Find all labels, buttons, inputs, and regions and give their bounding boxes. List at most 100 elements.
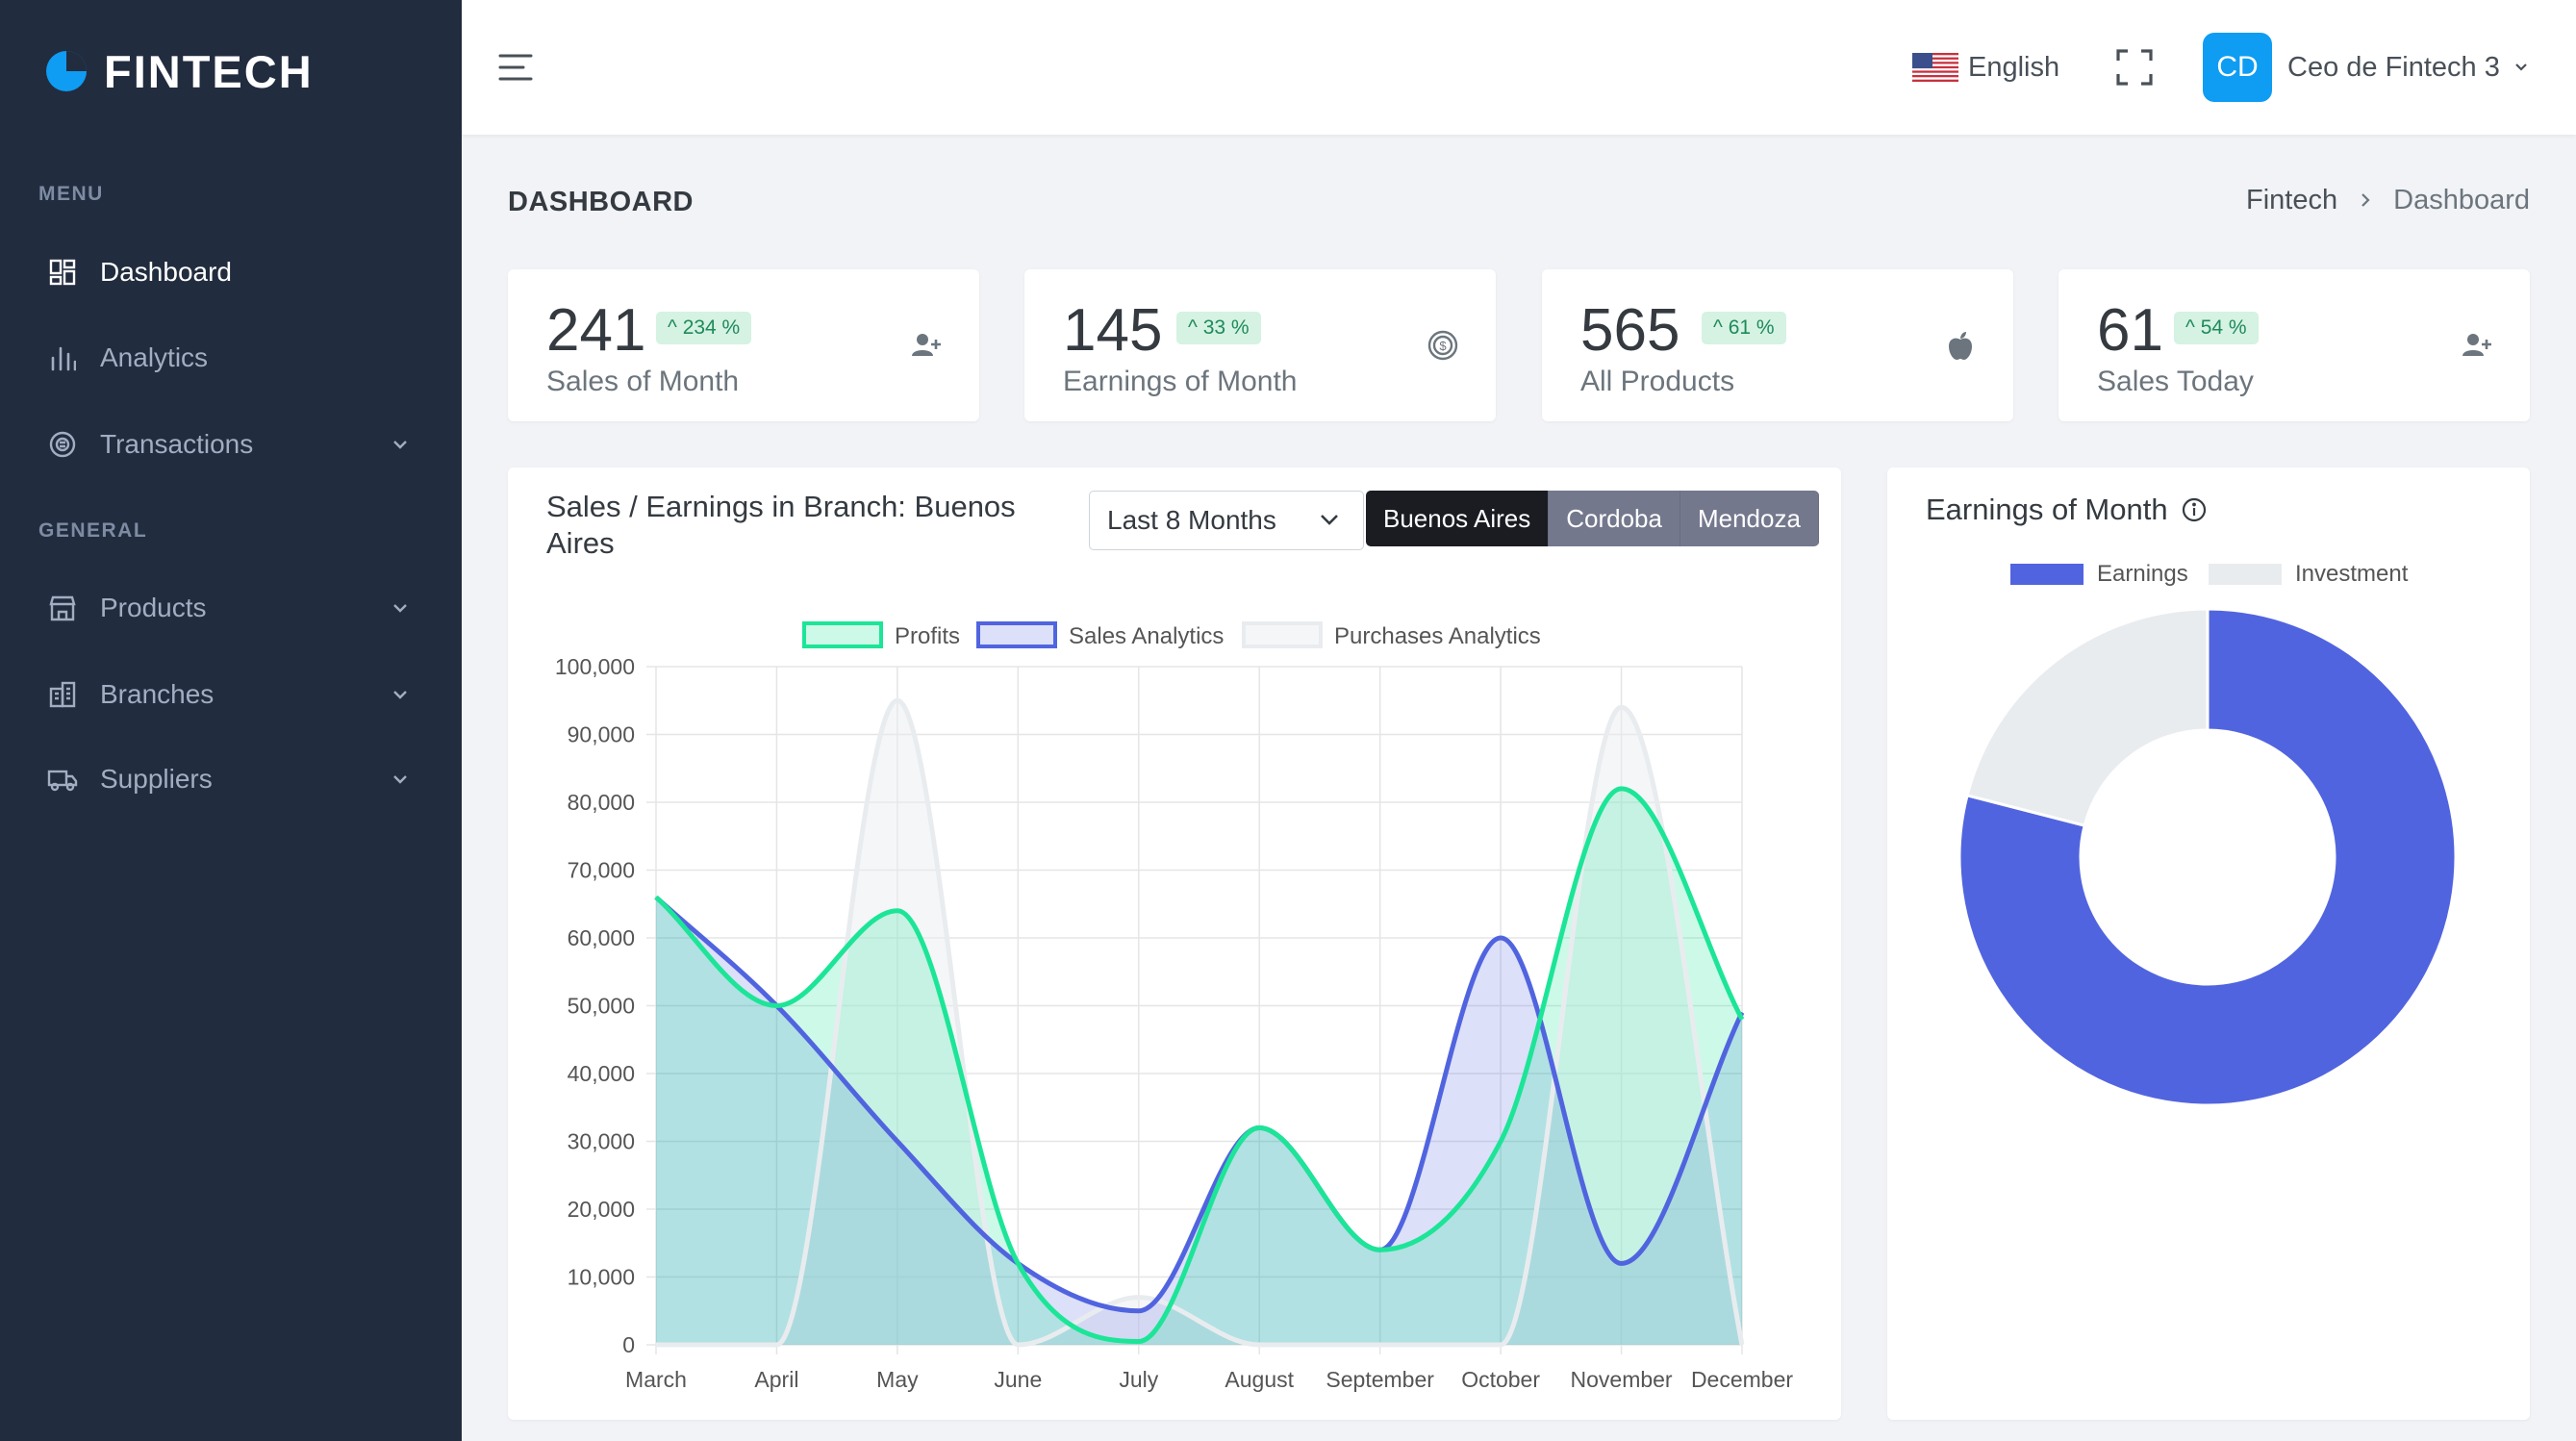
- user-menu[interactable]: CD Ceo de Fintech 3: [2203, 33, 2529, 102]
- fullscreen-icon[interactable]: [2114, 47, 2155, 88]
- y-tick-label: 0: [622, 1332, 635, 1357]
- branch-button-cordoba[interactable]: Cordoba: [1549, 491, 1680, 546]
- sidebar-item-label: Dashboard: [100, 257, 232, 287]
- language-label: English: [1968, 51, 2060, 83]
- sidebar-item-branches[interactable]: Branches: [0, 664, 462, 725]
- building-icon: [46, 678, 79, 711]
- chevron-down-icon: [1321, 515, 1338, 525]
- svg-text:$: $: [1439, 339, 1447, 353]
- breadcrumb-current: Dashboard: [2393, 185, 2530, 215]
- info-icon[interactable]: [2182, 497, 2207, 522]
- y-tick-label: 30,000: [568, 1129, 635, 1154]
- earnings-donut-card: Earnings Investment Earnings of Month: [1887, 468, 2530, 1420]
- general-heading: GENERAL: [38, 519, 148, 542]
- language-selector[interactable]: English: [1912, 46, 2059, 88]
- user-plus-icon: [2462, 334, 2491, 356]
- y-tick-label: 70,000: [568, 858, 635, 883]
- chevron-down-icon: [2515, 63, 2527, 71]
- branch-button-group: Buenos Aires Cordoba Mendoza: [1366, 491, 1819, 546]
- stat-value: 241: [546, 297, 646, 364]
- avatar: CD: [2203, 33, 2272, 102]
- data-point-purchases-analytics: [775, 1344, 777, 1346]
- donut-slice-investment: [1965, 607, 2210, 827]
- x-tick-label: October: [1461, 1367, 1540, 1392]
- bar-chart-icon: [46, 341, 79, 374]
- sidebar-item-dashboard[interactable]: Dashboard: [0, 241, 462, 303]
- breadcrumb: Fintech Dashboard: [2246, 185, 2530, 216]
- sales-chart-card: 0 10,000 20,000 30,000 40,000 50,000 60,000 70,…: [508, 468, 1841, 1420]
- x-tick-label: September: [1326, 1367, 1434, 1392]
- series-area-purchases-analytics: [656, 700, 1742, 1345]
- stat-card-sales-today: 61 ^ 54 % Sales Today: [2058, 269, 2530, 421]
- dashboard-icon: [46, 256, 79, 289]
- sidebar-item-products[interactable]: Products: [0, 577, 462, 639]
- data-point-sales-analytics: [1138, 1310, 1140, 1312]
- legend-label: Sales Analytics: [1069, 623, 1224, 649]
- data-point-sales-analytics: [1500, 937, 1502, 939]
- stat-value: 565: [1580, 297, 1680, 364]
- stat-card-sales-month: 241 ^ 234 % Sales of Month: [508, 269, 979, 421]
- series-area-sales-analytics: [656, 897, 1742, 1345]
- legend-label: Earnings: [2097, 561, 2188, 587]
- sidebar-item-label: Branches: [100, 679, 215, 709]
- donut-title-text: Earnings of Month: [1926, 493, 2168, 526]
- breadcrumb-link[interactable]: Fintech: [2246, 185, 2338, 215]
- data-point-sales-analytics: [1741, 1012, 1743, 1014]
- sales-line-chart: 0 10,000 20,000 30,000 40,000 50,000 60,000 70,…: [555, 621, 1793, 1392]
- data-point-purchases-analytics: [1138, 1297, 1140, 1299]
- exchange-icon: [46, 428, 79, 461]
- hamburger-menu-icon[interactable]: [496, 48, 535, 87]
- x-tick-label: March: [625, 1367, 687, 1392]
- data-point-purchases-analytics: [1258, 1344, 1260, 1346]
- branch-button-buenos-aires[interactable]: Buenos Aires: [1366, 491, 1550, 546]
- status-badge: ^ 54 %: [2174, 312, 2259, 344]
- chart-title: Sales / Earnings in Branch: Buenos Aires: [546, 490, 1016, 560]
- legend-swatch-profits: [802, 621, 883, 648]
- store-icon: [46, 592, 79, 624]
- x-tick-label: August: [1225, 1367, 1294, 1392]
- stat-card-earnings-month: 145 ^ 33 % Earnings of Month $: [1024, 269, 1496, 421]
- sidebar-item-label: Products: [100, 593, 207, 622]
- stat-label: Sales Today: [2097, 366, 2254, 397]
- legend-label: Profits: [895, 623, 960, 649]
- chevron-down-icon: [393, 441, 407, 449]
- sidebar-item-suppliers[interactable]: Suppliers: [0, 748, 462, 810]
- data-point-purchases-analytics: [1017, 1344, 1019, 1346]
- y-tick-label: 80,000: [568, 790, 635, 815]
- period-select-value: Last 8 Months: [1107, 505, 1276, 535]
- data-point-purchases-analytics: [1379, 1344, 1381, 1346]
- series-area-profits: [656, 788, 1742, 1345]
- data-point-profits: [1500, 1141, 1502, 1142]
- stat-value: 61: [2097, 297, 2163, 364]
- data-point-sales-analytics: [1621, 1262, 1623, 1264]
- legend-swatch-earnings: [2010, 564, 2084, 585]
- stat-label: Sales of Month: [546, 366, 740, 397]
- data-point-profits: [775, 1005, 777, 1006]
- y-tick-label: 100,000: [555, 654, 635, 679]
- chevron-down-icon: [393, 775, 407, 784]
- data-point-purchases-analytics: [1621, 706, 1623, 708]
- data-point-profits: [1621, 788, 1623, 790]
- branch-button-mendoza[interactable]: Mendoza: [1679, 491, 1819, 546]
- series-line-purchases-analytics: [656, 697, 1745, 1348]
- x-tick-label: December: [1691, 1367, 1793, 1392]
- x-tick-label: May: [876, 1367, 919, 1392]
- legend-swatch-investment: [2209, 564, 2282, 585]
- truck-icon: [46, 763, 79, 796]
- page-title: DASHBOARD: [508, 187, 694, 217]
- y-tick-label: 60,000: [568, 925, 635, 950]
- topbar: English CD Ceo de Fintech 3: [462, 0, 2576, 135]
- legend-swatch-sales-analytics: [976, 621, 1057, 648]
- status-badge: ^ 234 %: [656, 312, 752, 344]
- sidebar-item-analytics[interactable]: Analytics: [0, 327, 462, 389]
- sidebar-item-transactions[interactable]: Transactions: [0, 414, 462, 475]
- user-plus-icon: [912, 334, 941, 356]
- y-tick-label: 50,000: [568, 994, 635, 1019]
- x-tick-label: July: [1119, 1367, 1158, 1392]
- brand-logo[interactable]: FINTECH: [44, 42, 314, 100]
- us-flag-icon: [1912, 53, 1958, 82]
- period-select[interactable]: Last 8 Months: [1089, 491, 1364, 550]
- y-tick-label: 20,000: [568, 1197, 635, 1222]
- chevron-down-icon: [393, 691, 407, 699]
- dollar-coin-icon: $: [1427, 330, 1458, 361]
